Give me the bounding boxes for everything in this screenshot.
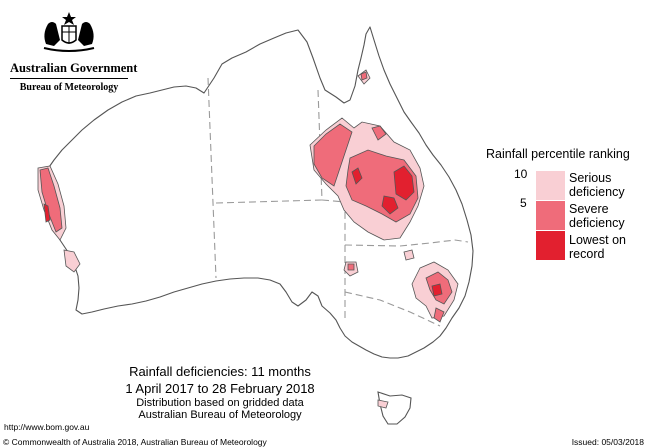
government-name: Australian Government [10,61,137,79]
footer-url[interactable]: http://www.bom.gov.au [4,422,90,432]
legend-title: Rainfall percentile ranking [486,147,630,161]
map-caption: Rainfall deficiencies: 11 months 1 April… [90,363,350,421]
legend-label-serious-line2: deficiency [569,185,625,199]
tasmania-outline [377,391,412,425]
legend-tick-5: 5 [520,196,527,210]
coat-of-arms-icon [43,12,95,52]
legend-tick-10: 10 [514,167,528,181]
legend-label-severe-line1: Severe [569,202,609,216]
legend-label-serious-line1: Serious [569,171,612,185]
deficiency-lowest-areas [43,165,443,297]
caption-period: 1 April 2017 to 28 February 2018 [125,381,315,396]
caption-title: Rainfall deficiencies: 11 months [129,364,311,379]
legend-label-lowest-line1: Lowest on [569,233,626,247]
legend-label-severe-line2: deficiency [569,216,625,230]
legend-swatch-lowest [536,231,565,260]
footer-issued-date: Issued: 05/03/2018 [571,437,644,447]
government-logo: Australian Government Bureau of Meteorol… [10,10,137,94]
legend-swatch-severe [536,201,565,230]
footer-copyright: © Commonwealth of Australia 2018, Austra… [3,437,267,447]
legend-label-serious: Serious deficiency [569,171,625,199]
caption-note-1: Distribution based on gridded data [136,397,304,409]
legend-label-severe: Severe deficiency [569,202,625,230]
legend-swatch-serious [536,171,565,200]
legend-label-lowest-line2: record [569,247,605,261]
legend-label-lowest: Lowest on record [569,233,626,261]
agency-name: Bureau of Meteorology [19,82,119,93]
caption-note-2: Australian Bureau of Meteorology [138,409,302,421]
